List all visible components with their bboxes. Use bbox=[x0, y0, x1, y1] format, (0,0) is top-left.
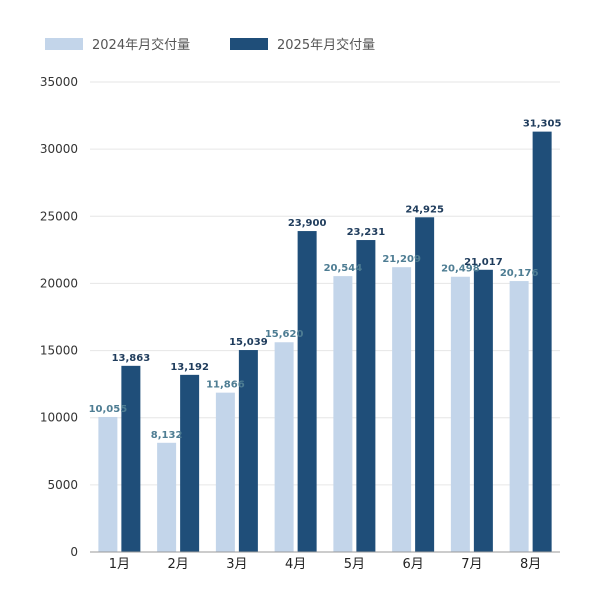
data-label: 15,039 bbox=[229, 337, 268, 348]
bar-2024 bbox=[392, 267, 412, 552]
y-tick-label: 5000 bbox=[47, 478, 78, 492]
bar-2025 bbox=[415, 217, 435, 553]
bar-2024 bbox=[333, 276, 353, 552]
data-label: 21,209 bbox=[382, 254, 421, 265]
legend-swatch bbox=[230, 38, 268, 50]
bar-2024 bbox=[450, 276, 470, 552]
y-axis: 0 5000 10000 15000 20000 25000 30000 35000 bbox=[40, 75, 78, 559]
data-label: 11,866 bbox=[206, 380, 245, 391]
data-label: 24,925 bbox=[405, 204, 444, 215]
x-tick-label: 2月 bbox=[167, 557, 188, 572]
data-labels: 10,055 13,863 8,132 13,192 11,866 15,03915,62… bbox=[89, 119, 562, 441]
bar-2024 bbox=[215, 392, 235, 552]
bar-2025 bbox=[238, 350, 258, 552]
y-tick-label: 20000 bbox=[40, 276, 78, 290]
x-tick-label: 5月 bbox=[344, 557, 365, 572]
y-tick-label: 10000 bbox=[40, 411, 78, 425]
data-label: 13,863 bbox=[112, 353, 151, 364]
y-tick-label: 35000 bbox=[40, 75, 78, 89]
data-label: 20,176 bbox=[500, 268, 539, 279]
x-tick-label: 4月 bbox=[285, 557, 306, 572]
x-tick-label: 6月 bbox=[402, 557, 423, 572]
data-label: 20,544 bbox=[324, 263, 363, 274]
data-label: 10,055 bbox=[89, 404, 128, 415]
y-tick-label: 25000 bbox=[40, 209, 78, 223]
x-tick-label: 1月 bbox=[109, 557, 130, 572]
data-label: 20,498 bbox=[441, 264, 480, 275]
data-label: 23,900 bbox=[288, 218, 327, 229]
y-tick-label: 30000 bbox=[40, 142, 78, 156]
bar-2025 bbox=[532, 131, 552, 552]
legend: 2024年月交付量 2025年月交付量 bbox=[45, 37, 375, 53]
y-tick-label: 15000 bbox=[40, 344, 78, 358]
legend-label: 2024年月交付量 bbox=[92, 37, 190, 53]
x-axis: 1月 2月 3月 4月 5月 6月 7月 8月 bbox=[90, 551, 560, 572]
data-label: 21,017 bbox=[464, 257, 503, 268]
gridlines bbox=[90, 81, 560, 486]
x-tick-label: 8月 bbox=[520, 557, 541, 572]
data-label: 23,231 bbox=[347, 227, 386, 238]
bar-2025 bbox=[356, 240, 376, 552]
x-tick-label: 3月 bbox=[226, 557, 247, 572]
bar-2024 bbox=[98, 416, 118, 552]
legend-label: 2025年月交付量 bbox=[277, 37, 375, 53]
bars bbox=[98, 131, 552, 553]
bar-2025 bbox=[121, 365, 141, 552]
y-tick-label: 0 bbox=[70, 545, 78, 559]
data-label: 13,192 bbox=[170, 362, 209, 373]
x-tick-label: 7月 bbox=[461, 557, 482, 572]
bar-2025 bbox=[180, 374, 200, 552]
legend-swatch bbox=[45, 38, 83, 50]
data-label: 15,620 bbox=[265, 329, 304, 340]
bar-2025 bbox=[297, 231, 317, 553]
bar-2024 bbox=[274, 342, 294, 552]
data-label: 31,305 bbox=[523, 119, 562, 130]
data-label: 8,132 bbox=[151, 430, 183, 441]
bar-2025 bbox=[473, 269, 493, 552]
bar-2024 bbox=[509, 281, 529, 552]
bar-2024 bbox=[157, 442, 177, 552]
